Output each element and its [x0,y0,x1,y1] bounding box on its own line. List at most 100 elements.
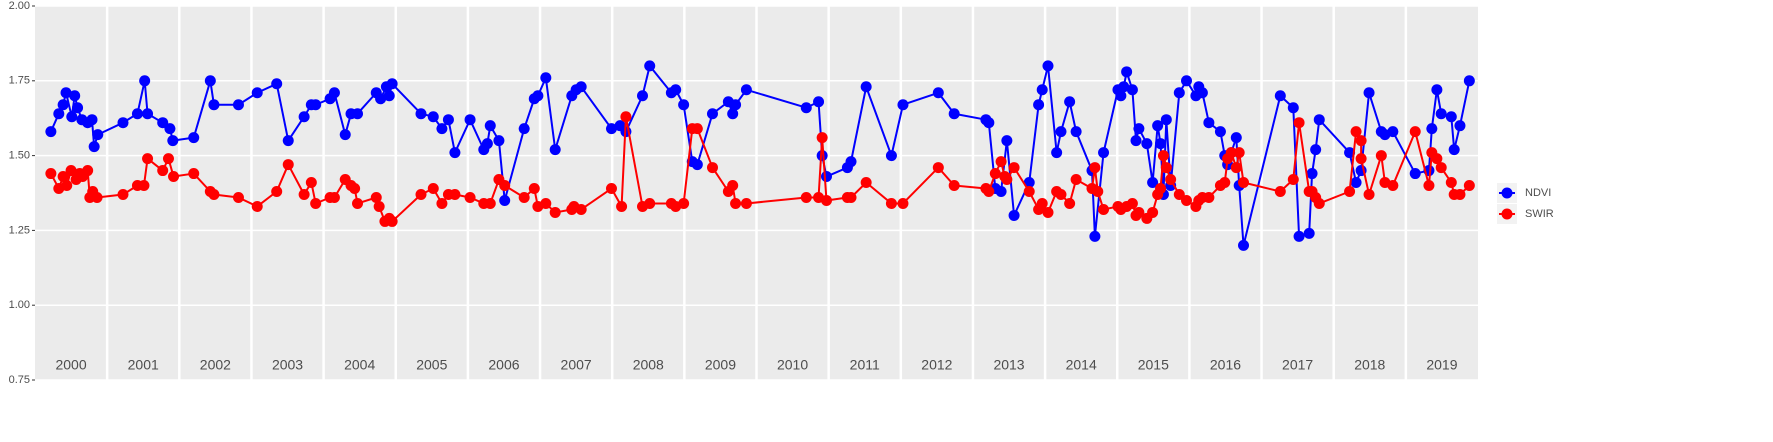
point [352,108,364,120]
point [188,132,200,144]
point [92,129,104,141]
point [605,123,617,135]
point [298,111,310,123]
point [1152,120,1164,132]
point [1036,197,1048,209]
legend: NDVI SWIR [1497,183,1554,224]
y-tick-label: 0.75 [9,374,30,386]
point [932,87,944,99]
point [549,206,561,218]
point [1089,162,1101,174]
point [1445,111,1457,123]
point [499,194,511,206]
point [131,108,143,120]
point [57,99,69,111]
point [691,123,703,135]
point [1115,90,1127,102]
point [370,191,382,203]
point [1303,227,1315,239]
point [1033,99,1045,111]
point [1181,75,1193,87]
point [1409,126,1421,138]
point [65,165,77,177]
point [1274,186,1286,198]
point [1454,120,1466,132]
point [1445,177,1457,189]
point [948,108,960,120]
point [117,188,129,200]
point [1147,177,1159,189]
point [1126,84,1138,96]
point [989,168,1001,180]
point [1375,150,1387,162]
point [499,180,511,192]
point [616,200,628,212]
point [1070,126,1082,138]
point [820,171,832,183]
point [57,171,69,183]
point [1238,177,1250,189]
point [142,153,154,165]
point [1448,144,1460,156]
point [427,111,439,123]
point [727,180,739,192]
point [91,191,103,203]
point [644,60,656,72]
year-label: 2016 [1210,357,1241,373]
point [644,197,656,209]
point [1293,117,1305,129]
point [1287,174,1299,186]
point [328,87,340,99]
year-label: 2004 [344,357,375,373]
point [1463,75,1475,87]
year-label: 2014 [1066,357,1097,373]
point [730,99,742,111]
point [339,129,351,141]
year-label: 2002 [200,357,231,373]
point [142,108,154,120]
point [383,90,395,102]
point [620,111,632,123]
point [1141,138,1153,150]
point [352,197,364,209]
point [1181,194,1193,206]
point [1055,126,1067,138]
point [1355,153,1367,165]
point [1355,135,1367,147]
point [427,183,439,195]
year-label: 2012 [921,357,952,373]
point [415,188,427,200]
point [167,135,179,147]
point [816,132,828,144]
point [251,87,263,99]
point [706,108,718,120]
point [1155,138,1167,150]
year-label: 2001 [128,357,159,373]
point [1203,191,1215,203]
point [328,191,340,203]
point [204,75,216,87]
point [1042,60,1054,72]
point [1133,206,1145,218]
point [678,99,690,111]
point [1306,168,1318,180]
year-label: 2003 [272,357,303,373]
point [637,90,649,102]
point [605,183,617,195]
point [232,191,244,203]
point [540,72,552,84]
y-tick-label: 1.25 [9,224,30,236]
point [800,191,812,203]
point [1160,162,1172,174]
point [575,81,587,93]
point [464,114,476,126]
point [162,153,174,165]
point [885,197,897,209]
point [375,93,387,105]
year-label: 2009 [705,357,736,373]
point [1431,153,1443,165]
point [481,138,493,150]
point [168,171,180,183]
point [1196,87,1208,99]
